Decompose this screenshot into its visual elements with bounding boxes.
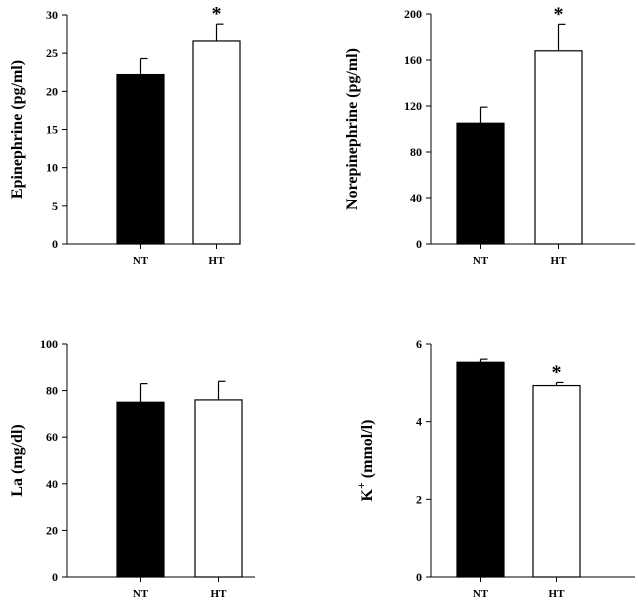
y-tick-label: 0 (52, 570, 58, 584)
chart-panel-3: 0 20 40 60 80 100 NT HT La (mg/dl) (9, 337, 255, 600)
x-tick-label: NT (473, 255, 489, 267)
x-tick-label: NT (133, 588, 149, 600)
y-tick-label: 15 (46, 123, 58, 137)
y-tick-label: 200 (404, 7, 422, 21)
y-tick-label: 40 (410, 191, 422, 205)
x-tick-label: NT (473, 588, 489, 600)
y-axis-label: Norepinephrine (pg/ml) (344, 48, 361, 210)
x-tick-label: NT (133, 255, 149, 267)
y-tick-label: 80 (410, 145, 422, 159)
y-tick-label: 60 (46, 430, 58, 444)
significance-marker: * (212, 3, 222, 25)
y-tick-label: 80 (46, 384, 58, 398)
y-tick-label: 120 (404, 99, 422, 113)
y-axis-label: La (mg/dl) (9, 424, 26, 496)
y-tick-label: 0 (52, 237, 58, 251)
y-tick-label: 25 (46, 46, 58, 60)
chart-panel-4: 0 2 4 6 NT HT * K+ (mmol/l) (354, 337, 635, 600)
chart-panel-2: 0 40 80 120 160 200 NT HT * Norepinephrine (pg/ml… (344, 3, 635, 267)
y-tick-label: 30 (46, 8, 58, 22)
y-tick-label: 0 (416, 237, 422, 251)
bar-nt (456, 122, 505, 245)
y-tick-label: 160 (404, 53, 422, 67)
bar-nt (116, 401, 165, 578)
bar-ht (194, 399, 243, 578)
significance-marker: * (552, 361, 562, 383)
y-tick-label: 20 (46, 523, 58, 537)
chart-panel-1: 0 5 10 15 20 25 30 NT HT * Epinephrine (pg/ml) (9, 3, 241, 267)
y-axis-label: K+ (mmol/l) (354, 420, 376, 502)
x-tick-label: HT (211, 588, 228, 600)
x-tick-label: HT (551, 255, 568, 267)
y-tick-label: 40 (46, 477, 58, 491)
y-tick-label: 4 (416, 415, 422, 429)
y-tick-label: 10 (46, 161, 58, 175)
bar-ht (532, 384, 581, 578)
y-tick-label: 100 (40, 337, 58, 351)
x-tick-label: HT (209, 255, 226, 267)
y-tick-label: 20 (46, 84, 58, 98)
y-tick-label: 0 (416, 570, 422, 584)
bar-nt (116, 73, 165, 245)
y-axis-label: Epinephrine (pg/ml) (9, 60, 26, 199)
bar-ht (192, 40, 241, 245)
significance-marker: * (554, 3, 564, 25)
y-tick-label: 6 (416, 337, 422, 351)
bar-ht (534, 50, 583, 245)
bar-nt (456, 361, 505, 578)
y-tick-label: 5 (52, 199, 58, 213)
y-tick-label: 2 (416, 492, 422, 506)
x-tick-label: HT (549, 588, 566, 600)
